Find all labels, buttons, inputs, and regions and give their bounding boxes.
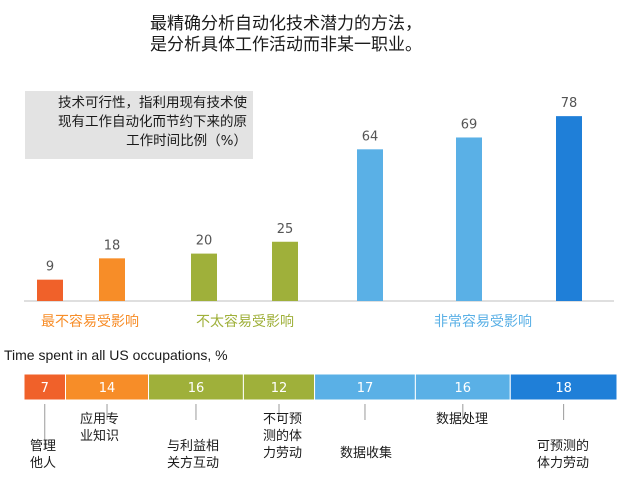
- label-predictable: 可预测的 体力劳动: [537, 438, 589, 472]
- bar-6: [456, 137, 482, 301]
- bar-value-2: 18: [104, 238, 121, 253]
- label-collect-line-1: 数据收集: [340, 446, 393, 461]
- label-manage-line-2: 他人: [30, 456, 57, 471]
- stack-segment-7: [509, 373, 618, 401]
- stack-value-6: 16: [455, 381, 472, 396]
- label-stakeholders: 与利益相 关方互动: [167, 438, 219, 472]
- bar-3: [191, 253, 217, 301]
- group-label-1: 最不容易受影响: [41, 313, 139, 330]
- note-line-2: 现有工作自动化而节约下来的原: [58, 114, 247, 130]
- bar-value-4: 25: [277, 222, 294, 237]
- note-line-3: 工作时间比例（%）: [126, 133, 247, 149]
- bar-7: [556, 116, 582, 301]
- definition-note: 技术可行性，指利用现有技术使 现有工作自动化而节约下来的原 工作时间比例（%）: [25, 91, 253, 159]
- bar-5: [357, 149, 383, 301]
- label-stakeholders-line-1: 与利益相: [167, 439, 220, 454]
- label-unpredictable-line-2: 测的体: [263, 429, 303, 444]
- stack-segment-2: [65, 373, 150, 401]
- label-unpredictable-line-3: 力劳动: [263, 446, 303, 461]
- label-expertise: 应用专 业知识: [80, 411, 119, 445]
- stack-segment-3: [148, 373, 244, 401]
- label-predictable-line-2: 体力劳动: [537, 456, 590, 471]
- bar-value-7: 78: [561, 96, 578, 111]
- stack-value-5: 17: [357, 381, 374, 396]
- bar-value-5: 64: [362, 129, 379, 144]
- stack-segment-6: [414, 373, 511, 401]
- stack-segment-1: [23, 373, 67, 401]
- group-label-2: 不太容易受影响: [196, 313, 294, 330]
- stack-value-3: 16: [188, 381, 205, 396]
- stack-segment-4: [242, 373, 316, 401]
- label-process-line-1: 数据处理: [436, 412, 489, 427]
- stack-value-4: 12: [271, 381, 288, 396]
- label-manage: 管理 他人: [30, 438, 56, 472]
- label-stakeholders-line-2: 关方互动: [167, 456, 220, 471]
- label-unpredictable-line-1: 不可预: [263, 412, 303, 427]
- bar-1: [37, 279, 63, 301]
- note-line-1: 技术可行性，指利用现有技术使: [58, 95, 247, 111]
- label-manage-line-1: 管理: [30, 439, 57, 454]
- bar-value-6: 69: [461, 117, 478, 132]
- title-line-1: 最精确分析自动化技术潜力的方法，: [150, 14, 422, 34]
- stack-value-7: 18: [555, 381, 572, 396]
- stack-value-2: 14: [99, 381, 116, 396]
- bar-4: [272, 241, 298, 301]
- label-unpredictable: 不可预 测的体 力劳动: [263, 411, 302, 462]
- chart-title: 最精确分析自动化技术潜力的方法， 是分析具体工作活动而非某一职业。: [150, 14, 490, 56]
- bar-2: [99, 258, 125, 301]
- stack-title: Time spent in all US occupations, %: [4, 347, 228, 363]
- bar-value-1: 9: [46, 260, 54, 275]
- title-line-2: 是分析具体工作活动而非某一职业。: [150, 35, 422, 55]
- stack-segment-5: [314, 373, 416, 401]
- stack-value-1: 7: [41, 381, 49, 396]
- group-label-3: 非常容易受影响: [434, 313, 532, 330]
- label-collect: 数据收集: [340, 445, 392, 462]
- label-expertise-line-2: 业知识: [80, 429, 120, 444]
- label-predictable-line-1: 可预测的: [537, 439, 590, 454]
- bar-value-3: 20: [196, 234, 213, 249]
- label-process: 数据处理: [436, 411, 488, 428]
- label-expertise-line-1: 应用专: [80, 412, 120, 427]
